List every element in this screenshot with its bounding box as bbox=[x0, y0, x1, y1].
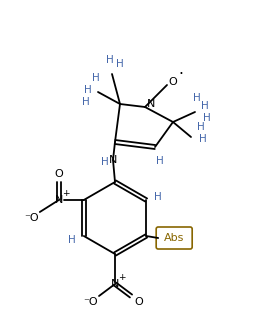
Text: O: O bbox=[169, 77, 177, 87]
Text: H: H bbox=[92, 73, 100, 83]
Text: ⁻O: ⁻O bbox=[25, 213, 39, 223]
FancyBboxPatch shape bbox=[156, 227, 192, 249]
Text: H: H bbox=[82, 97, 90, 107]
Text: H: H bbox=[84, 85, 92, 95]
Text: H: H bbox=[201, 101, 209, 111]
Text: Abs: Abs bbox=[164, 233, 184, 243]
Text: N: N bbox=[147, 99, 155, 109]
Text: H: H bbox=[199, 134, 207, 144]
Text: H: H bbox=[101, 157, 109, 167]
Text: ⁻O: ⁻O bbox=[84, 297, 98, 307]
Text: +: + bbox=[62, 189, 70, 197]
Text: H: H bbox=[106, 55, 114, 65]
Text: ·: · bbox=[179, 67, 184, 82]
Text: H: H bbox=[197, 122, 205, 132]
Text: H: H bbox=[68, 235, 76, 245]
Text: H: H bbox=[116, 59, 124, 69]
Text: N: N bbox=[109, 155, 117, 165]
Text: N: N bbox=[111, 279, 119, 289]
Text: H: H bbox=[193, 93, 201, 103]
Text: O: O bbox=[135, 297, 143, 307]
Text: H: H bbox=[154, 192, 162, 202]
Text: H: H bbox=[203, 113, 211, 123]
Text: N: N bbox=[55, 195, 63, 205]
Text: O: O bbox=[54, 169, 63, 179]
Text: +: + bbox=[118, 273, 126, 282]
Text: H: H bbox=[156, 156, 164, 166]
